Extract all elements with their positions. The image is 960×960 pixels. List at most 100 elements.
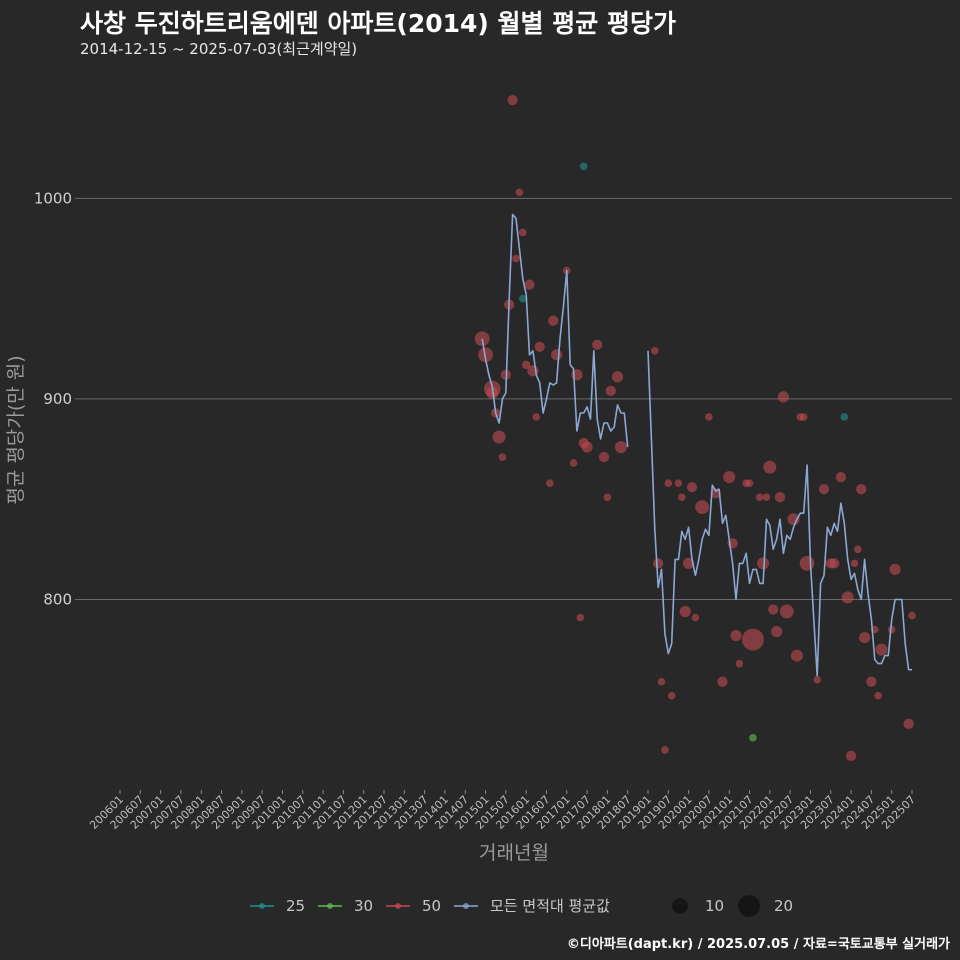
data-point-30 [749,734,757,742]
average-line [481,213,629,448]
data-point-50 [859,631,871,644]
data-point-50 [532,413,541,421]
y-tick-label: 900 [43,390,72,408]
y-tick-label: 1000 [34,189,72,207]
data-point-50 [856,484,867,495]
data-point-50 [534,341,545,352]
data-point-50 [548,315,559,326]
x-axis-ticks: 2006012006072007012007072008012008072009… [87,790,918,832]
data-point-50 [683,557,695,569]
data-point-50 [524,279,535,290]
data-point-50 [679,605,691,618]
data-point-50 [605,385,616,397]
data-point-50 [850,559,859,568]
data-point-50 [875,643,888,656]
data-point-50 [717,676,728,687]
data-point-50 [771,625,783,638]
data-point-50 [841,591,854,604]
data-point-50 [889,563,901,575]
data-point-50 [667,691,676,700]
legend-size-label: 20 [774,897,793,915]
data-point-50 [521,360,531,370]
legend-key-dot [395,903,401,909]
data-point-50 [603,493,612,501]
legend-size-label: 10 [705,897,724,915]
data-point-25 [840,413,849,421]
legend-size-dot [738,895,760,917]
data-point-50 [755,493,764,501]
data-point-50 [678,493,686,501]
y-axis-ticks: 800 900 1000 [34,189,72,608]
y-axis-title: 평균 평당가(만 원) [5,355,27,504]
data-point-50 [730,629,742,642]
data-point-50 [664,479,673,487]
legend-label: 30 [354,897,373,915]
data-point-50 [757,557,770,570]
data-point-50 [614,441,627,454]
average-line-group [481,213,912,677]
data-point-50 [854,545,862,554]
data-point-50 [903,718,914,729]
data-point-50 [787,513,800,526]
data-point-50 [474,331,490,347]
data-point-50 [492,430,506,444]
data-point-50 [835,471,847,483]
data-point-50 [592,339,603,350]
data-point-50 [874,691,882,700]
data-point-50 [866,676,877,687]
legend-key-dot [463,903,469,909]
data-point-50 [611,371,624,383]
scatter-points [474,94,916,762]
data-point-50 [774,492,786,503]
data-point-50 [581,441,593,453]
data-point-50 [498,453,507,461]
average-line [647,350,912,677]
data-point-25 [579,162,588,171]
source-caption: ©디아파트(dapt.kr) / 2025.07.05 / 자료=국토교통부 실… [566,937,950,952]
chart-title: 사창 두진하트리움에덴 아파트(2014) 월별 평균 평당가 [80,9,676,38]
data-point-50 [686,482,698,493]
data-point-50 [691,613,700,622]
gridlines [75,197,952,600]
data-point-50 [695,500,710,515]
data-point-50 [653,558,664,569]
data-point-50 [723,471,736,484]
data-point-50 [661,746,669,754]
legend-label: 25 [286,897,305,915]
data-point-50 [657,677,666,686]
data-point-50 [799,555,815,571]
y-tick-label: 800 [43,590,72,608]
data-point-50 [777,391,789,403]
legend-label: 50 [422,897,441,915]
data-point-50 [735,659,744,668]
data-point-50 [518,228,527,237]
data-point-50 [551,349,563,361]
data-point-50 [829,558,840,569]
data-point-50 [790,649,803,662]
data-point-50 [515,188,524,197]
data-point-50 [576,613,585,622]
data-point-50 [650,346,659,355]
data-point-50 [779,604,794,619]
data-point-50 [845,750,857,762]
legend-key-dot [327,903,333,909]
legend: 25 30 50 모든 면적대 평균값 10 20 [250,895,793,917]
data-point-50 [762,493,771,501]
data-point-50 [705,413,713,421]
data-point-50 [763,460,777,474]
data-point-50 [768,604,779,615]
data-point-50 [799,413,808,421]
data-point-50 [674,479,683,487]
data-point-50 [908,611,916,620]
data-point-50 [512,254,520,263]
legend-size-dot [672,898,688,914]
x-axis-title: 거래년월 [479,842,549,864]
legend-key-dot [259,903,265,909]
data-point-50 [598,451,610,463]
data-point-50 [741,628,764,651]
legend-label: 모든 면적대 평균값 [490,897,610,915]
chart-subtitle: 2014-12-15 ~ 2025-07-03(최근계약일) [80,40,358,58]
data-point-25 [518,294,527,303]
data-point-50 [569,459,578,467]
